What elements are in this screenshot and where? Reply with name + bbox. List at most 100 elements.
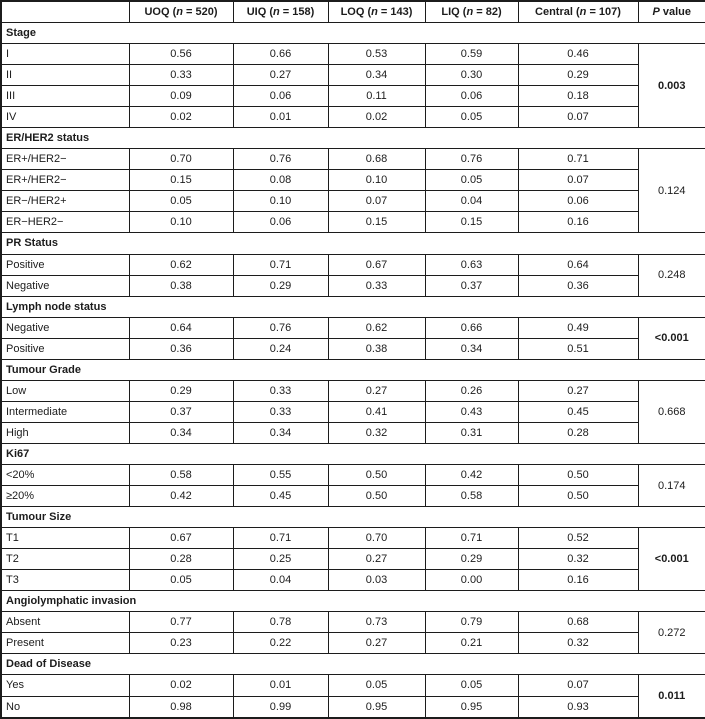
table-row: Low 0.29 0.33 0.27 0.26 0.27 0.668 bbox=[0, 379, 705, 444]
value-cell: 0.71 bbox=[424, 527, 519, 550]
table-row: ≥20% 0.42 0.45 0.50 0.58 0.50 bbox=[0, 485, 705, 508]
value-cell: 0.28 bbox=[517, 421, 639, 444]
table-row: Yes 0.02 0.01 0.05 0.05 0.07 0.011 bbox=[0, 674, 705, 719]
value-cell: 0.56 bbox=[128, 43, 234, 66]
section-title: Stage bbox=[0, 21, 705, 45]
value-cell: 0.59 bbox=[424, 43, 519, 66]
value-cell: 0.76 bbox=[232, 148, 329, 171]
value-cell: 0.78 bbox=[232, 611, 329, 634]
value-cell: 0.01 bbox=[232, 674, 329, 697]
section-header-row: Lymph node status bbox=[0, 295, 705, 318]
value-cell: 0.11 bbox=[327, 85, 426, 108]
value-cell: 0.05 bbox=[327, 674, 426, 697]
table-row: Intermediate 0.37 0.33 0.41 0.43 0.45 bbox=[0, 400, 705, 423]
value-cell: 0.64 bbox=[517, 253, 639, 276]
section-title: Dead of Disease bbox=[0, 653, 705, 676]
p-value-cell: <0.001 bbox=[637, 527, 705, 592]
value-cell: 0.07 bbox=[327, 190, 426, 213]
value-cell: 0.07 bbox=[517, 169, 639, 192]
value-cell: 0.42 bbox=[424, 463, 519, 487]
section-title: Tumour Size bbox=[0, 506, 705, 529]
row-label: No bbox=[0, 695, 130, 719]
value-cell: 0.27 bbox=[327, 548, 426, 571]
value-cell: 0.04 bbox=[232, 569, 329, 592]
table-row: Present 0.23 0.22 0.27 0.21 0.32 bbox=[0, 632, 705, 655]
column-header-central: Central (n = 107) bbox=[517, 0, 639, 23]
value-cell: 0.32 bbox=[517, 548, 639, 571]
value-cell: 0.41 bbox=[327, 400, 426, 423]
value-cell: 0.10 bbox=[327, 169, 426, 192]
section-header-row: Ki67 bbox=[0, 442, 705, 465]
italic-symbol: P bbox=[652, 6, 660, 18]
value-cell: 0.50 bbox=[517, 463, 639, 487]
section-header-row: Angiolymphatic invasion bbox=[0, 590, 705, 613]
value-cell: 0.34 bbox=[327, 64, 426, 87]
p-value-cell: 0.272 bbox=[637, 611, 705, 655]
row-label: Intermediate bbox=[0, 400, 130, 423]
value-cell: 0.05 bbox=[128, 569, 234, 592]
row-label: Negative bbox=[0, 274, 130, 297]
italic-symbol: n bbox=[176, 6, 183, 18]
value-cell: 0.64 bbox=[128, 316, 234, 339]
value-cell: 0.10 bbox=[232, 190, 329, 213]
p-value-cell: 0.011 bbox=[637, 674, 705, 719]
value-cell: 0.16 bbox=[517, 569, 639, 592]
table-row: Positive 0.36 0.24 0.38 0.34 0.51 bbox=[0, 337, 705, 360]
value-cell: 0.38 bbox=[327, 337, 426, 360]
value-cell: 0.76 bbox=[232, 316, 329, 339]
value-cell: 0.46 bbox=[517, 43, 639, 66]
value-cell: 0.70 bbox=[327, 527, 426, 550]
value-cell: 0.05 bbox=[424, 674, 519, 697]
section-header-row: Dead of Disease bbox=[0, 653, 705, 676]
value-cell: 0.07 bbox=[517, 106, 639, 129]
table-header: UOQ (n = 520) UIQ (n = 158) LOQ (n = 143) L… bbox=[0, 0, 705, 23]
value-cell: 0.21 bbox=[424, 632, 519, 655]
value-cell: 0.43 bbox=[424, 400, 519, 423]
value-cell: 0.99 bbox=[232, 695, 329, 719]
value-cell: 0.22 bbox=[232, 632, 329, 655]
table-row: ER+/HER2− 0.70 0.76 0.68 0.76 0.71 0.124 bbox=[0, 148, 705, 234]
value-cell: 0.27 bbox=[232, 64, 329, 87]
row-label: <20% bbox=[0, 463, 130, 487]
row-label: ER−HER2− bbox=[0, 211, 130, 234]
italic-symbol: n bbox=[371, 6, 378, 18]
value-cell: 0.16 bbox=[517, 211, 639, 234]
value-cell: 0.15 bbox=[327, 211, 426, 234]
table-body: Stage I 0.56 0.66 0.53 0.59 0.46 0.003 II 0.33 0.2… bbox=[0, 21, 705, 719]
p-value-cell: 0.248 bbox=[637, 253, 705, 297]
value-cell: 0.30 bbox=[424, 64, 519, 87]
table-row: Negative 0.64 0.76 0.62 0.66 0.49 <0.001 bbox=[0, 316, 705, 360]
row-label: Positive bbox=[0, 253, 130, 276]
column-header-uiq: UIQ (n = 158) bbox=[232, 0, 329, 23]
section-title: ER/HER2 status bbox=[0, 127, 705, 150]
value-cell: 0.63 bbox=[424, 253, 519, 276]
value-cell: 0.31 bbox=[424, 421, 519, 444]
value-cell: 0.29 bbox=[232, 274, 329, 297]
section-title: PR Status bbox=[0, 232, 705, 255]
row-label: T1 bbox=[0, 527, 130, 550]
section-header-row: ER/HER2 status bbox=[0, 127, 705, 150]
table-row: Absent 0.77 0.78 0.73 0.79 0.68 0.272 bbox=[0, 611, 705, 655]
value-cell: 0.76 bbox=[424, 148, 519, 171]
value-cell: 0.05 bbox=[128, 190, 234, 213]
header-row: UOQ (n = 520) UIQ (n = 158) LOQ (n = 143) L… bbox=[0, 0, 705, 23]
value-cell: 0.27 bbox=[327, 632, 426, 655]
section-header-row: Tumour Size bbox=[0, 506, 705, 529]
value-cell: 0.23 bbox=[128, 632, 234, 655]
table-row: ER+/HER2− 0.15 0.08 0.10 0.05 0.07 bbox=[0, 169, 705, 192]
value-cell: 0.37 bbox=[128, 400, 234, 423]
row-label: High bbox=[0, 421, 130, 444]
value-cell: 0.55 bbox=[232, 463, 329, 487]
value-cell: 0.00 bbox=[424, 569, 519, 592]
value-cell: 0.27 bbox=[327, 379, 426, 402]
value-cell: 0.45 bbox=[232, 485, 329, 508]
value-cell: 0.01 bbox=[232, 106, 329, 129]
value-cell: 0.70 bbox=[128, 148, 234, 171]
value-cell: 0.71 bbox=[232, 527, 329, 550]
italic-symbol: n bbox=[466, 6, 474, 18]
value-cell: 0.33 bbox=[327, 274, 426, 297]
table-row: T2 0.28 0.25 0.27 0.29 0.32 bbox=[0, 548, 705, 571]
column-header-row-label bbox=[0, 0, 130, 23]
value-cell: 0.28 bbox=[128, 548, 234, 571]
value-cell: 0.67 bbox=[128, 527, 234, 550]
